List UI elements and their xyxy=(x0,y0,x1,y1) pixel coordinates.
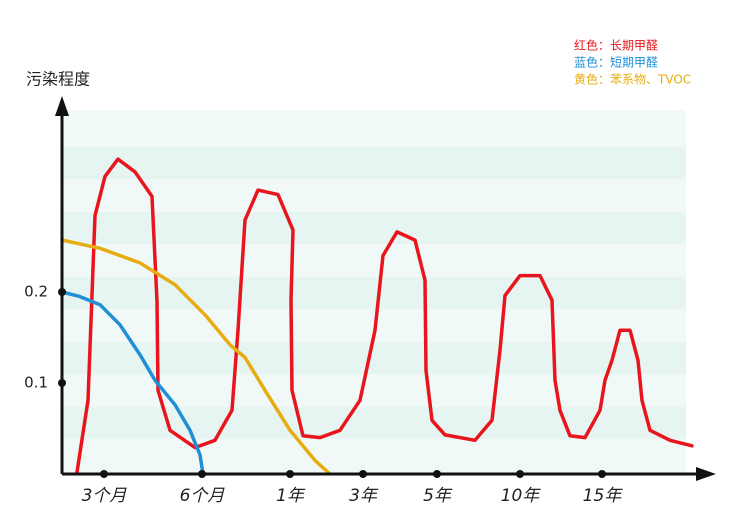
legend-entry: 蓝色：短期甲醛 xyxy=(574,55,658,70)
x-tick-label: 1年 xyxy=(276,486,306,506)
legend-entry: 红色：长期甲醛 xyxy=(574,38,658,53)
x-tick-label: 15年 xyxy=(583,486,624,506)
y-tick-label: 0.2 xyxy=(24,283,48,301)
y-axis-arrow xyxy=(55,96,69,116)
x-axis-arrow xyxy=(696,467,716,481)
x-tick-label: 10年 xyxy=(501,486,542,506)
x-tick-mark xyxy=(433,470,441,478)
x-tick-mark xyxy=(359,470,367,478)
line xyxy=(60,290,205,476)
line xyxy=(60,238,332,476)
x-tick-label: 3年 xyxy=(349,486,379,506)
legend-entry: 黄色：苯系物、TVOC xyxy=(574,73,691,87)
line xyxy=(75,157,694,474)
y-tick-mark xyxy=(58,379,66,387)
x-tick-mark xyxy=(198,470,206,478)
x-tick-label: 5年 xyxy=(423,486,453,506)
x-tick-mark xyxy=(100,470,108,478)
y-tick-label: 0.1 xyxy=(24,374,48,392)
x-tick-label: 6个月 xyxy=(180,486,226,506)
y-axis-label: 污染程度 xyxy=(26,70,90,89)
x-tick-mark xyxy=(286,470,294,478)
x-tick-mark xyxy=(598,470,606,478)
x-tick-mark xyxy=(516,470,524,478)
plot-background xyxy=(62,110,686,474)
y-tick-mark xyxy=(58,288,66,296)
x-tick-label: 3个月 xyxy=(82,486,128,506)
